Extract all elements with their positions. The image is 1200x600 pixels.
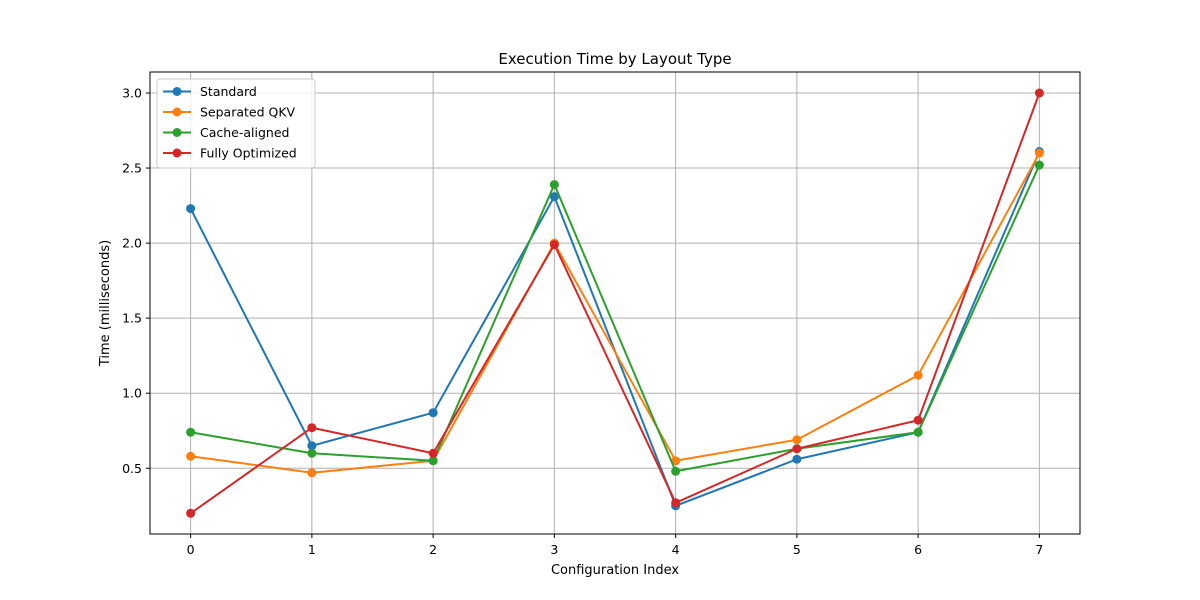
data-point-fully-optimized [792, 444, 802, 454]
legend-marker-standard [172, 87, 182, 96]
y-axis-label: Time (milliseconds) [98, 240, 113, 367]
data-point-standard [792, 454, 802, 464]
legend-marker-separated-qkv [172, 107, 182, 117]
data-point-standard [549, 192, 559, 202]
data-point-cache-aligned [428, 456, 438, 466]
data-point-separated-qkv [671, 456, 681, 466]
y-tick-label: 0.5 [122, 461, 142, 476]
chart-title: Execution Time by Layout Type [498, 50, 731, 68]
x-tick-label: 0 [187, 542, 195, 557]
x-tick-label: 4 [672, 542, 680, 557]
data-point-standard [186, 204, 196, 214]
data-point-separated-qkv [307, 468, 317, 478]
data-point-cache-aligned [1034, 160, 1044, 170]
data-point-separated-qkv [1034, 148, 1044, 158]
y-tick-label: 2.5 [122, 161, 142, 176]
data-point-fully-optimized [186, 508, 196, 518]
data-point-cache-aligned [307, 448, 317, 458]
legend-marker-cache-aligned [172, 128, 182, 137]
legend-label-fully-optimized: Fully Optimized [200, 146, 297, 161]
data-point-fully-optimized [307, 423, 317, 433]
legend-label-separated-qkv: Separated QKV [200, 105, 296, 120]
data-point-cache-aligned [186, 427, 196, 437]
x-tick-label: 7 [1035, 542, 1043, 557]
x-tick-label: 6 [914, 542, 922, 557]
x-tick-label: 5 [793, 542, 801, 557]
data-point-cache-aligned [913, 427, 923, 437]
legend-label-standard: Standard [200, 84, 257, 99]
data-point-separated-qkv [913, 370, 923, 380]
data-point-cache-aligned [671, 466, 681, 476]
y-tick-label: 1.0 [122, 386, 142, 401]
data-point-cache-aligned [549, 180, 559, 190]
data-point-fully-optimized [549, 240, 559, 250]
legend-box [156, 78, 316, 169]
data-point-standard [307, 441, 317, 451]
legend-label-cache-aligned: Cache-aligned [200, 125, 289, 140]
legend-marker-fully-optimized [172, 148, 182, 158]
data-point-standard [428, 408, 438, 418]
y-tick-label: 1.5 [122, 311, 142, 326]
data-point-fully-optimized [671, 498, 681, 508]
x-tick-label: 2 [429, 542, 437, 557]
data-point-fully-optimized [428, 448, 438, 458]
axis-ticks: 0 1 2 3 4 5 6 7 0.5 1.0 1.5 2.0 2.5 3.0 [122, 86, 1043, 557]
data-point-separated-qkv [792, 435, 802, 445]
data-point-fully-optimized [913, 415, 923, 425]
y-tick-label: 3.0 [122, 86, 142, 101]
legend: Standard Separated QKV Cache-aligned Fully … [156, 78, 316, 169]
series-line-fully-optimized [190, 92, 1041, 515]
plot-frame [149, 71, 1081, 535]
series-line-separated-qkv [190, 152, 1041, 474]
series-line-cache-aligned [190, 164, 1041, 473]
series-lines [186, 88, 1044, 518]
y-tick-label: 2.0 [122, 236, 142, 251]
x-tick-label: 1 [308, 542, 316, 557]
x-tick-label: 3 [550, 542, 558, 557]
x-axis-label: Configuration Index [551, 563, 679, 578]
data-point-separated-qkv [186, 451, 196, 461]
data-point-fully-optimized [1034, 88, 1044, 98]
